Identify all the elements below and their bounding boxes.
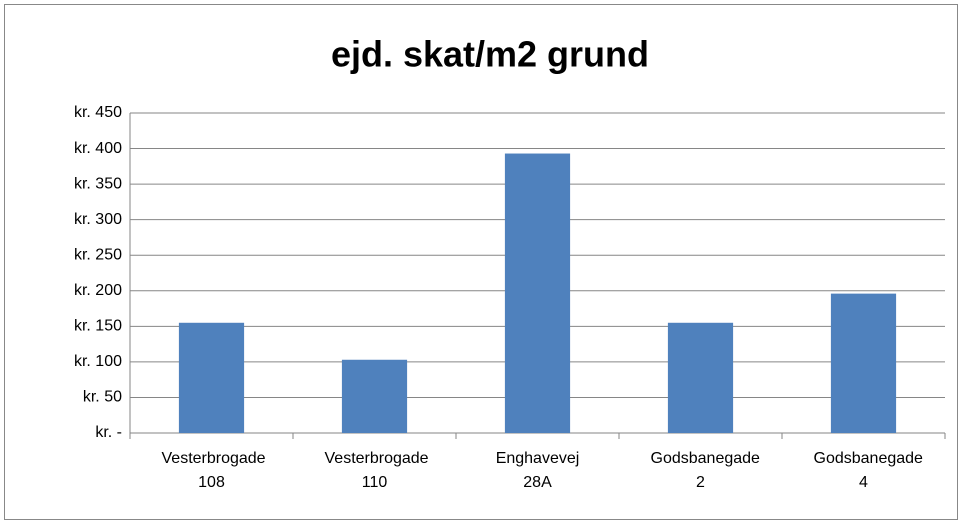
- x-tick-label: Godsbanegade 4: [813, 450, 923, 491]
- chart-border: [4, 4, 958, 520]
- bar: [341, 359, 408, 433]
- x-tick-label: Enghavevej 28A: [495, 450, 580, 491]
- y-tick-label: kr. 250: [74, 246, 122, 263]
- chart-title: ejd. skat/m2 grund: [331, 34, 649, 75]
- y-tick-label: kr. 450: [74, 104, 122, 121]
- x-tick-label: Vesterbrogade 108: [161, 450, 266, 491]
- bar: [178, 322, 245, 433]
- y-tick-label: kr. -: [95, 424, 122, 441]
- y-tick-label: kr. 350: [74, 175, 122, 192]
- y-tick-label: kr. 100: [74, 353, 122, 370]
- y-tick-label: kr. 300: [74, 211, 122, 228]
- y-tick-label: kr. 50: [83, 389, 122, 406]
- x-tick-label: Vesterbrogade 110: [324, 450, 429, 491]
- x-tick-label: Godsbanegade 2: [650, 450, 760, 491]
- y-tick-label: kr. 150: [74, 318, 122, 335]
- y-tick-label: kr. 200: [74, 282, 122, 299]
- bar: [667, 322, 734, 433]
- bar: [830, 293, 897, 433]
- y-tick-label: kr. 400: [74, 140, 122, 157]
- bar: [504, 153, 571, 434]
